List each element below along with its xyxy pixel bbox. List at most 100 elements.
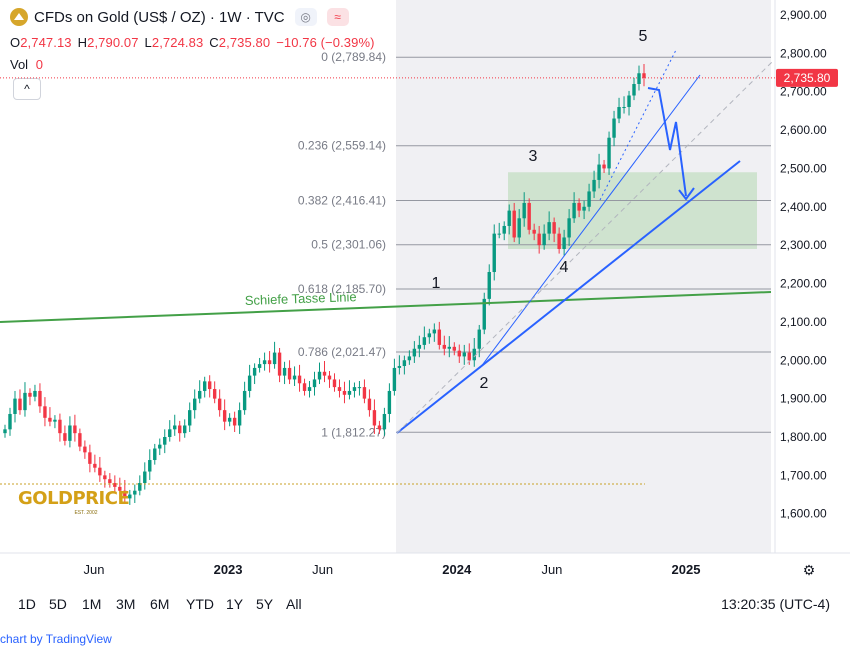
candle-body xyxy=(372,410,377,426)
candle-body xyxy=(68,425,72,441)
candle-body xyxy=(148,460,152,472)
timeframe-button-5y[interactable]: 5Y xyxy=(256,596,274,612)
candle-body xyxy=(502,225,506,234)
ohlc-value: −10.76 (−0.39%) xyxy=(276,35,375,50)
candle-body xyxy=(18,398,22,411)
last-price-label: 2,735.80 xyxy=(784,71,831,85)
wave-icon[interactable]: ≈ xyxy=(326,8,349,26)
clock-readout[interactable]: 13:20:35 (UTC-4) xyxy=(721,596,830,612)
candle-body xyxy=(133,490,137,495)
timeframe-button-1m[interactable]: 1M xyxy=(82,596,102,612)
candle-body xyxy=(512,210,516,238)
candle-body xyxy=(163,437,167,445)
fib-retracement-area xyxy=(396,0,771,553)
time-tick-label: 2023 xyxy=(214,562,243,577)
footer-text[interactable]: chart by TradingView xyxy=(0,632,112,646)
candle-body xyxy=(562,237,566,249)
gold-symbol-icon xyxy=(10,8,28,26)
price-tick-label: 2,700.00 xyxy=(780,85,827,99)
candle-body xyxy=(607,137,611,169)
candle-body xyxy=(168,429,172,437)
time-tick-label: Jun xyxy=(541,562,562,577)
candle-body xyxy=(337,387,342,391)
candle-body xyxy=(28,392,32,397)
timeframe-button-5d[interactable]: 5D xyxy=(49,596,67,612)
candle-body xyxy=(93,463,97,468)
timeframe-button-all[interactable]: All xyxy=(286,596,302,612)
candle-body xyxy=(582,206,586,211)
candle-body xyxy=(158,444,162,449)
symbol-title[interactable]: CFDs on Gold (US$ / OZ) · 1W · TVC xyxy=(34,8,285,26)
timeframe-button-1d[interactable]: 1D xyxy=(18,596,36,612)
price-tick-label: 2,200.00 xyxy=(780,277,827,291)
wave-label-1: 1 xyxy=(432,275,441,292)
ohlc-key: O xyxy=(10,35,21,50)
candle-body xyxy=(612,118,616,138)
candle-body xyxy=(392,367,397,391)
candle-body xyxy=(367,398,372,411)
collapse-legend-button[interactable]: ^ xyxy=(13,78,41,100)
timeframe-button-1y[interactable]: 1Y xyxy=(226,596,244,612)
candle-body xyxy=(467,352,471,361)
candle-body xyxy=(242,390,247,411)
candle-body xyxy=(38,390,42,407)
price-tick-label: 1,600.00 xyxy=(780,507,827,521)
symbol-row[interactable]: CFDs on Gold (US$ / OZ) · 1W · TVC ◎ ≈ xyxy=(10,8,349,26)
candle-body xyxy=(217,398,222,411)
candle-body xyxy=(537,233,541,246)
eye-icon[interactable]: ◎ xyxy=(294,8,317,26)
candle-body xyxy=(417,344,422,349)
candle-body xyxy=(302,383,307,391)
candle-body xyxy=(307,387,312,391)
candle-body xyxy=(153,448,157,461)
candle-body xyxy=(138,483,142,491)
candle-body xyxy=(118,486,122,491)
inner-trendline xyxy=(479,74,701,369)
candle-body xyxy=(527,202,531,230)
timeframe-bar: 13:20:35 (UTC-4) 1D 5D 1M 3M 6M YTD 1Y 5Y All xyxy=(0,592,850,620)
price-tick-label: 2,300.00 xyxy=(780,238,827,252)
candle-body xyxy=(477,329,481,349)
candle-body xyxy=(178,425,182,434)
wave-label-3: 3 xyxy=(529,148,538,165)
candle-body xyxy=(222,410,227,422)
candle-body xyxy=(597,164,601,180)
candle-body xyxy=(48,417,52,422)
footer-credit[interactable]: chart by TradingView xyxy=(0,632,112,646)
candle-body xyxy=(123,490,127,499)
candle-body xyxy=(627,95,631,108)
price-chart[interactable]: 2,900.00 2,800.00 2,700.00 2,600.00 2,500.00… xyxy=(0,0,850,592)
time-tick-label: Jun xyxy=(312,562,333,577)
candle-body xyxy=(183,425,187,434)
candle-body xyxy=(277,352,282,376)
goldprice-watermark-sub: EST. 2002 xyxy=(74,510,97,516)
settings-gear-icon[interactable]: ⚙ xyxy=(802,562,816,578)
timeframe-button-ytd[interactable]: YTD xyxy=(186,596,214,612)
candle-body xyxy=(387,390,392,414)
candle-body xyxy=(237,410,242,426)
goldprice-watermark: GOLDPRICE xyxy=(18,488,129,509)
schiefe-tasse-trendline xyxy=(0,291,772,323)
candle-body xyxy=(332,379,337,388)
candle-body xyxy=(207,381,212,390)
timeframe-button-3m[interactable]: 3M xyxy=(116,596,136,612)
candle-body xyxy=(532,229,536,234)
candle-body xyxy=(507,210,511,226)
price-tick-label: 2,800.00 xyxy=(780,46,827,60)
last-price-tag xyxy=(776,68,838,87)
timeframe-button-6m[interactable]: 6M xyxy=(150,596,170,612)
candle-body xyxy=(547,222,551,234)
candle-body xyxy=(88,452,92,464)
ohlc-key: C xyxy=(209,35,219,50)
candle-body xyxy=(362,387,367,399)
candle-body xyxy=(522,202,526,219)
candle-body xyxy=(352,387,357,391)
candle-body xyxy=(567,218,571,238)
candle-body xyxy=(322,371,327,376)
gray-dashed-trendline xyxy=(396,61,773,434)
candle-body xyxy=(602,164,606,169)
candle-body xyxy=(197,390,202,399)
ohlc-value: 2,747.13 xyxy=(20,35,72,50)
projected-wave-path xyxy=(647,87,687,197)
candle-body xyxy=(342,390,347,395)
